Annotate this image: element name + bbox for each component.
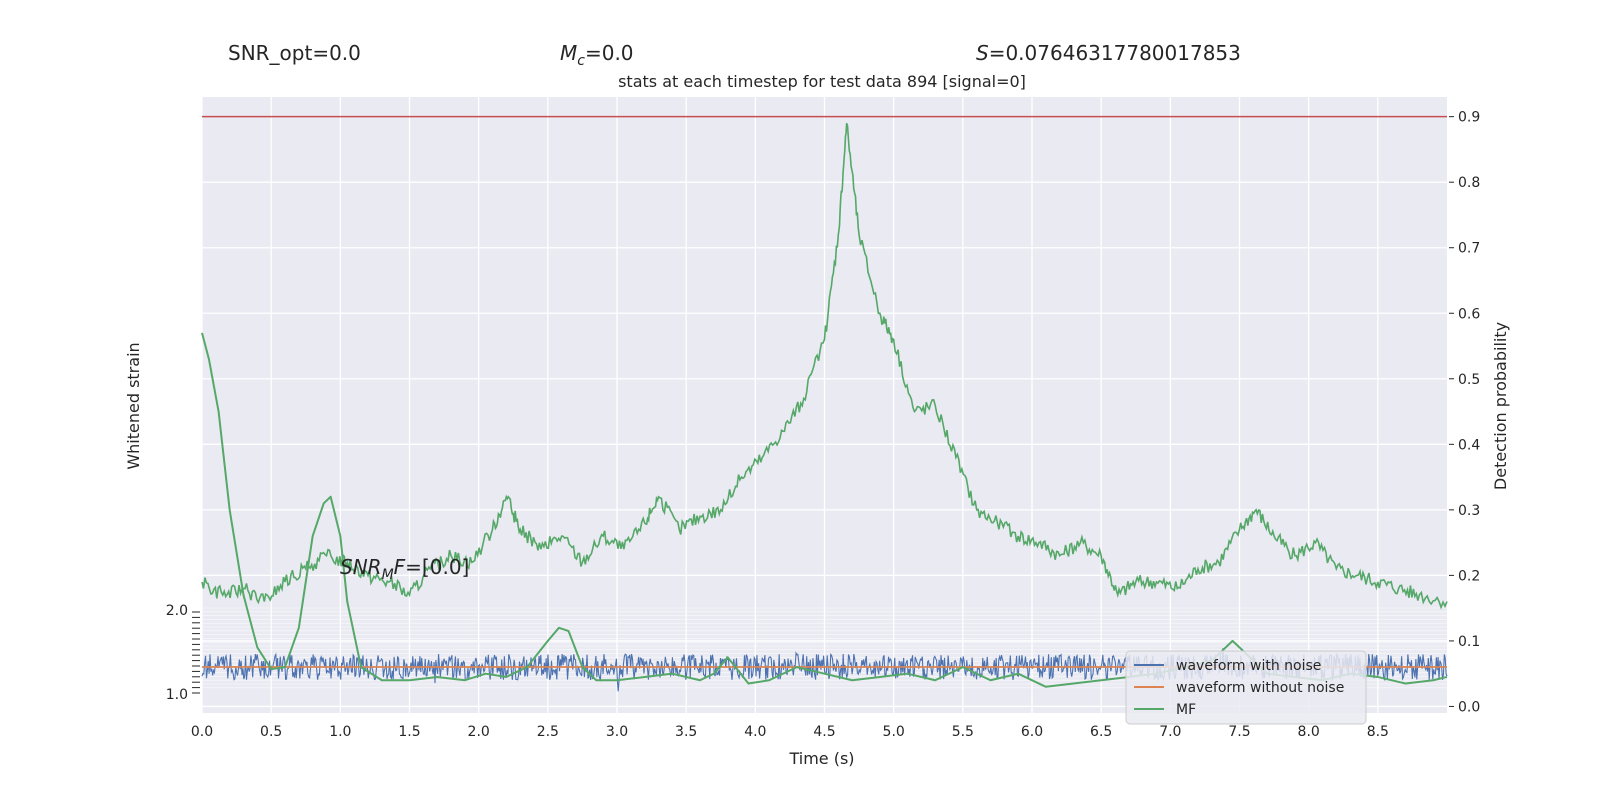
y-tick-labels-left: 2.0 1.0: [166, 603, 200, 703]
x-tick-label-14: 7.0: [1159, 724, 1181, 740]
x-tick-label-2: 1.0: [329, 724, 351, 740]
x-axis-label: Time (s): [788, 749, 854, 768]
y-tick-label-right-7: 0.7: [1458, 241, 1480, 257]
x-tick-label-6: 3.0: [606, 724, 628, 740]
legend: waveform with noise waveform without noi…: [1125, 650, 1367, 725]
x-tick-label-13: 6.5: [1090, 724, 1112, 740]
chirp-mass-value: =0.0: [585, 41, 634, 65]
y-tick-label-left-bottom: 1.0: [166, 687, 188, 703]
snr-mf-prefix: SNR: [340, 555, 382, 579]
y-tick-labels-right: 0.0 0.1 0.2 0.3 0.4 0.5 0.6 0.7 0.8 0.9: [1449, 110, 1480, 715]
x-tick-label-5: 2.5: [537, 724, 559, 740]
legend-noisy-label: waveform with noise: [1176, 658, 1321, 674]
score-symbol: S: [976, 41, 989, 65]
y-axis-label-left: Whitened strain: [124, 342, 143, 469]
chirp-mass-text: Mc=0.0: [560, 41, 634, 69]
x-tick-labels: 0.0 0.5 1.0 1.5 2.0 2.5 3.0 3.5 4.0 4.5 5.0 5.5 6.0 6…: [191, 724, 1389, 740]
legend-box: [1125, 650, 1367, 725]
y-tick-label-right-8: 0.8: [1458, 175, 1480, 191]
x-tick-label-4: 2.0: [468, 724, 490, 740]
snr-mf-mid: F: [394, 555, 406, 579]
snr-mf-annotation: SNRMF=[0.0]: [340, 555, 469, 583]
x-tick-label-10: 5.0: [883, 724, 905, 740]
y-tick-label-right-5: 0.5: [1458, 372, 1480, 388]
x-tick-label-1: 0.5: [260, 724, 282, 740]
detection-probability-line: [201, 122, 1448, 610]
y-tick-label-right-3: 0.3: [1458, 503, 1480, 519]
y-tick-label-right-1: 0.1: [1458, 634, 1480, 650]
x-tick-label-9: 4.5: [813, 724, 835, 740]
y-axis-label-right: Detection probability: [1491, 322, 1510, 490]
x-tick-label-11: 5.5: [952, 724, 974, 740]
score-text: S=0.07646317780017853: [976, 41, 1241, 65]
x-tick-label-7: 3.5: [675, 724, 697, 740]
x-tick-label-15: 7.5: [1228, 724, 1250, 740]
y-tick-label-right-2: 0.2: [1458, 568, 1480, 584]
y-tick-label-left-top: 2.0: [166, 603, 188, 619]
x-tick-label-3: 1.5: [398, 724, 420, 740]
chart-title: stats at each timestep for test data 894…: [618, 72, 1026, 91]
x-tick-label-0: 0.0: [191, 724, 213, 740]
x-tick-label-16: 8.0: [1298, 724, 1320, 740]
x-tick-label-12: 6.0: [1021, 724, 1043, 740]
snr-mf-value: =[0.0]: [405, 555, 469, 579]
x-tick-label-17: 8.5: [1367, 724, 1389, 740]
x-tick-label-8: 4.0: [744, 724, 766, 740]
y-tick-label-right-4: 0.4: [1458, 437, 1480, 453]
chirp-mass-symbol: M: [560, 41, 577, 65]
snr-mf-subscript: M: [382, 567, 394, 583]
legend-clean-label: waveform without noise: [1176, 680, 1344, 696]
y-tick-label-right-9: 0.9: [1458, 110, 1480, 126]
chirp-mass-subscript: c: [577, 53, 585, 69]
y-tick-label-right-0: 0.0: [1458, 699, 1480, 715]
score-value: =0.07646317780017853: [989, 41, 1241, 65]
y-tick-label-right-6: 0.6: [1458, 306, 1480, 322]
snr-opt-text: SNR_opt=0.0: [228, 41, 361, 65]
legend-mf-label: MF: [1176, 702, 1196, 718]
